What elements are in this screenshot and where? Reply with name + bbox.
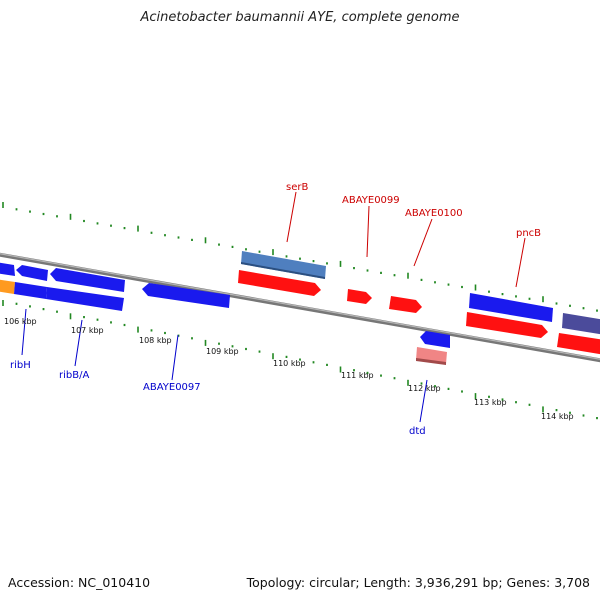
gene-outer-left-3[interactable] [50, 268, 125, 292]
gene-labels: serB ABAYE0099 ABAYE0100 pncB ribH ribB/… [10, 182, 541, 437]
tick-label-112: 112 kbp [408, 384, 441, 393]
gene-red-1[interactable] [238, 270, 321, 296]
label-leaders [21, 191, 526, 423]
gene-serB-shade [241, 262, 325, 279]
label-ribBA: ribB/A [59, 370, 89, 381]
ruler-labels: 106 kbp 107 kbp 108 kbp 109 kbp 110 kbp … [4, 317, 574, 421]
gene-ABAYE0097[interactable] [142, 283, 230, 308]
tick-label-106: 106 kbp [4, 317, 37, 326]
gene-ABAYE0100[interactable] [389, 296, 422, 313]
outer-minor-ticks [2, 202, 598, 312]
gene-ribH[interactable] [14, 282, 47, 299]
outer-strand-genes [0, 251, 600, 335]
label-ABAYE0099: ABAYE0099 [342, 195, 400, 206]
gene-right-top[interactable] [562, 313, 600, 335]
gene-ABAYE0099[interactable] [347, 289, 372, 304]
gene-pncB-top[interactable] [469, 293, 553, 322]
label-ribH: ribH [10, 360, 31, 371]
tick-label-108: 108 kbp [139, 336, 172, 345]
topology-text: Topology: circular; Length: 3,936,291 bp… [246, 575, 590, 590]
label-dtd: dtd [409, 426, 426, 437]
inner-strand-genes [0, 270, 600, 365]
inner-minor-ticks [2, 300, 598, 420]
page-title: Acinetobacter baumannii AYE, complete ge… [140, 10, 460, 25]
gene-pink-shade [416, 358, 446, 365]
tick-label-113: 113 kbp [474, 398, 507, 407]
gene-outer-left-2[interactable] [16, 265, 48, 281]
tick-label-109: 109 kbp [206, 347, 239, 356]
gene-dtd[interactable] [420, 331, 450, 348]
gene-red-far-right[interactable] [557, 333, 600, 355]
tick-label-107: 107 kbp [71, 326, 104, 335]
tick-label-111: 111 kbp [341, 371, 374, 380]
gene-ribBA[interactable] [46, 287, 124, 311]
gene-serB[interactable] [241, 251, 326, 279]
accession-text: Accession: NC_010410 [8, 575, 151, 590]
label-pncB: pncB [516, 228, 541, 239]
label-ABAYE0097: ABAYE0097 [143, 382, 201, 393]
gene-outer-left-1[interactable] [0, 262, 15, 276]
gene-red-right[interactable] [466, 312, 548, 338]
label-serB: serB [286, 182, 308, 193]
genome-backbone-highlight [0, 253, 600, 360]
genome-backbone [0, 252, 600, 363]
gene-orange[interactable] [0, 279, 15, 294]
label-ABAYE0100: ABAYE0100 [405, 208, 463, 219]
tick-label-110: 110 kbp [273, 359, 306, 368]
tick-label-114: 114 kbp [541, 412, 574, 421]
